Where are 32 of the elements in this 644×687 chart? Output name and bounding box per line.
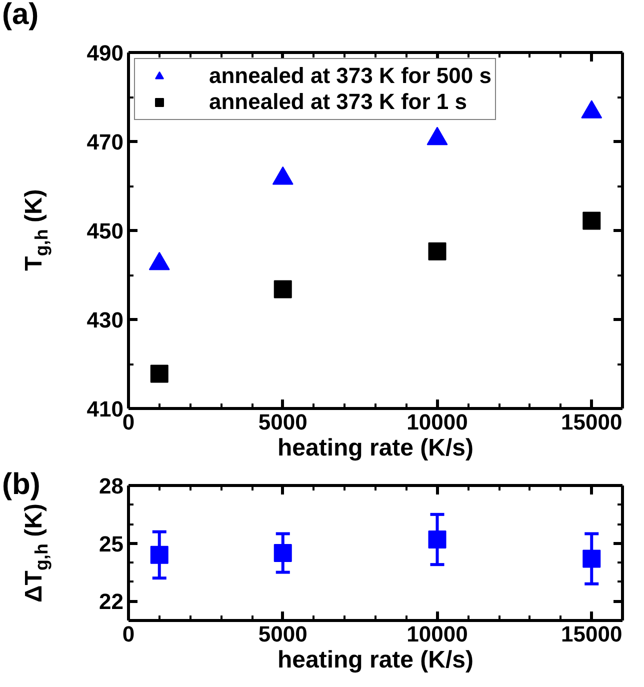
point	[582, 550, 601, 568]
x-tick-label: 0	[122, 410, 135, 434]
point	[428, 242, 446, 260]
x-axis-title: heating rate (K/s)	[277, 434, 474, 462]
x-tick-label: 15000	[561, 622, 622, 646]
x-tick-label: 10000	[406, 622, 468, 646]
point	[274, 280, 292, 298]
x-tick-label: 5000	[258, 410, 308, 434]
point	[428, 530, 446, 548]
legend-label: annealed at 373 K for 500 s	[209, 63, 492, 89]
y-tick-label: 22	[99, 589, 124, 614]
point	[150, 546, 168, 564]
x-tick-label: 0	[122, 622, 135, 646]
y-tick-label: 28	[99, 474, 124, 498]
y-tick-label: 430	[86, 308, 124, 332]
x-tick-label: 10000	[406, 410, 468, 434]
text: (a)	[2, 0, 39, 31]
y-tick-label: 490	[86, 40, 124, 66]
text: (b)	[2, 468, 40, 501]
y-tick-label: 450	[86, 218, 124, 244]
point	[426, 126, 448, 146]
y-tick-label: 410	[86, 396, 124, 422]
x-axis-title: heating rate (K/s)	[277, 646, 474, 674]
y-tick-label: 470	[86, 130, 124, 154]
point	[581, 100, 602, 118]
y-tick-label: 25	[99, 531, 124, 556]
point	[150, 364, 168, 383]
point	[272, 166, 294, 185]
x-tick-label: 5000	[258, 622, 308, 646]
legend-label: annealed at 373 K for 1 s	[209, 89, 467, 115]
x-tick-label: 15000	[561, 410, 622, 434]
point	[274, 544, 292, 562]
